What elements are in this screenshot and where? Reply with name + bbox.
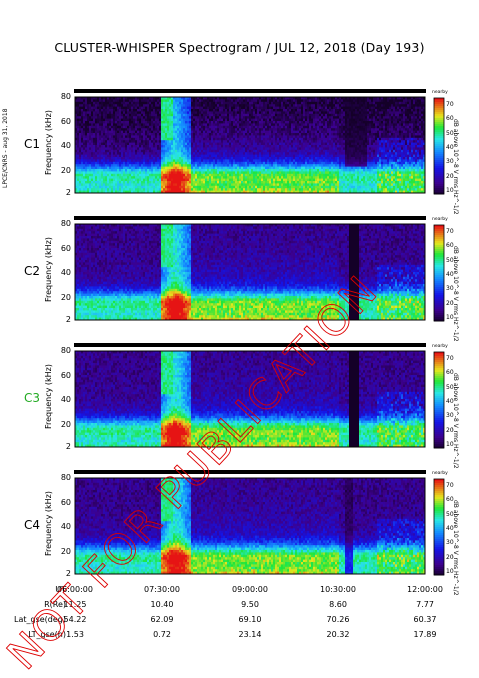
colorbar-tick-label: 20 bbox=[446, 300, 454, 307]
x-tick-label: 06:00:00 bbox=[50, 585, 100, 594]
y-tick-label: 60 bbox=[53, 498, 71, 507]
ephemeris-value: 54.22 bbox=[50, 615, 100, 624]
colorbar-tick-label: 10 bbox=[446, 187, 454, 194]
ephemeris-row-label: Lat_gse(deg) bbox=[4, 615, 66, 624]
colorbar-tick-label: 10 bbox=[446, 314, 454, 321]
side-note: LPCE/CNRS - aug 31, 2018 bbox=[2, 68, 16, 188]
y-axis-label: Frequency (kHz) bbox=[44, 110, 53, 175]
y-tick-label: 40 bbox=[53, 395, 71, 404]
colorbar-tick-label: 40 bbox=[446, 144, 454, 151]
y-tick-label: 80 bbox=[53, 346, 71, 355]
y-tick-label: 20 bbox=[53, 420, 71, 429]
y-tick-label: 80 bbox=[53, 219, 71, 228]
colorbar-tick-label: 70 bbox=[446, 482, 454, 489]
ephemeris-row-label: R(Re) bbox=[4, 600, 66, 609]
y-tick-label: 20 bbox=[53, 166, 71, 175]
colorbar bbox=[433, 97, 445, 195]
y-tick-label: 60 bbox=[53, 371, 71, 380]
ephemeris-value: 8.60 bbox=[313, 600, 363, 609]
ephemeris-value: 70.26 bbox=[313, 615, 363, 624]
colorbar-tick-label: 60 bbox=[446, 369, 454, 376]
ephemeris-row-label: LT_gse(h) bbox=[4, 630, 66, 639]
ephemeris-value: 17.89 bbox=[400, 630, 450, 639]
colorbar-tick-label: 50 bbox=[446, 384, 454, 391]
ephemeris-value: 10.40 bbox=[137, 600, 187, 609]
colorbar-label: dB above 10^-8 V_rms Hz^-1/2 bbox=[452, 246, 459, 342]
ephemeris-value: 62.09 bbox=[137, 615, 187, 624]
y-axis-label: Frequency (kHz) bbox=[44, 491, 53, 556]
y-tick-label: 2 bbox=[53, 315, 71, 324]
colorbar-header: nearby bbox=[432, 344, 448, 349]
x-tick-label: 10:30:00 bbox=[313, 585, 363, 594]
panel-label-c4: C4 bbox=[24, 518, 40, 532]
colorbar-tick-label: 60 bbox=[446, 496, 454, 503]
y-tick-label: 40 bbox=[53, 522, 71, 531]
ephemeris-value: 11.25 bbox=[50, 600, 100, 609]
colorbar-tick-label: 20 bbox=[446, 554, 454, 561]
ephemeris-value: 0.72 bbox=[137, 630, 187, 639]
spectrogram-c1 bbox=[74, 89, 426, 194]
colorbar-tick-label: 50 bbox=[446, 511, 454, 518]
x-tick-label: 09:00:00 bbox=[225, 585, 275, 594]
y-tick-label: 80 bbox=[53, 92, 71, 101]
colorbar-header: nearby bbox=[432, 471, 448, 476]
y-tick-label: 2 bbox=[53, 188, 71, 197]
colorbar-tick-label: 70 bbox=[446, 228, 454, 235]
colorbar-tick-label: 30 bbox=[446, 539, 454, 546]
colorbar-tick-label: 50 bbox=[446, 130, 454, 137]
colorbar bbox=[433, 224, 445, 322]
ephemeris-value: 1.53 bbox=[50, 630, 100, 639]
ephemeris-value: 23.14 bbox=[225, 630, 275, 639]
y-tick-label: 20 bbox=[53, 547, 71, 556]
colorbar-tick-label: 20 bbox=[446, 427, 454, 434]
colorbar-tick-label: 40 bbox=[446, 271, 454, 278]
colorbar-tick-label: 60 bbox=[446, 242, 454, 249]
page-title: CLUSTER-WHISPER Spectrogram / JUL 12, 20… bbox=[0, 40, 479, 55]
colorbar-label: dB above 10^-8 V_rms Hz^-1/2 bbox=[452, 373, 459, 469]
ephemeris-value: 7.77 bbox=[400, 600, 450, 609]
spectrogram-c2 bbox=[74, 216, 426, 321]
colorbar-label: dB above 10^-8 V_rms Hz^-1/2 bbox=[452, 119, 459, 215]
colorbar-header: nearby bbox=[432, 217, 448, 222]
ephemeris-value: 60.37 bbox=[400, 615, 450, 624]
panel-label-c2: C2 bbox=[24, 264, 40, 278]
colorbar-tick-label: 40 bbox=[446, 398, 454, 405]
y-tick-label: 40 bbox=[53, 141, 71, 150]
colorbar-tick-label: 70 bbox=[446, 101, 454, 108]
colorbar-tick-label: 30 bbox=[446, 285, 454, 292]
panel-label-c3: C3 bbox=[24, 391, 40, 405]
colorbar-tick-label: 40 bbox=[446, 525, 454, 532]
y-tick-label: 2 bbox=[53, 569, 71, 578]
y-tick-label: 20 bbox=[53, 293, 71, 302]
spectrogram-c3 bbox=[74, 343, 426, 448]
y-axis-label: Frequency (kHz) bbox=[44, 237, 53, 302]
x-tick-label: 12:00:00 bbox=[400, 585, 450, 594]
colorbar-tick-label: 30 bbox=[446, 158, 454, 165]
colorbar bbox=[433, 351, 445, 449]
y-axis-label: Frequency (kHz) bbox=[44, 364, 53, 429]
ephemeris-value: 20.32 bbox=[313, 630, 363, 639]
y-tick-label: 60 bbox=[53, 244, 71, 253]
spectrogram-c4 bbox=[74, 470, 426, 575]
ephemeris-row-label: UT bbox=[4, 585, 66, 594]
y-tick-label: 60 bbox=[53, 117, 71, 126]
colorbar-tick-label: 20 bbox=[446, 173, 454, 180]
colorbar-tick-label: 30 bbox=[446, 412, 454, 419]
colorbar-header: nearby bbox=[432, 90, 448, 95]
colorbar bbox=[433, 478, 445, 576]
colorbar-tick-label: 50 bbox=[446, 257, 454, 264]
colorbar-tick-label: 70 bbox=[446, 355, 454, 362]
colorbar-tick-label: 60 bbox=[446, 115, 454, 122]
ephemeris-value: 69.10 bbox=[225, 615, 275, 624]
y-tick-label: 2 bbox=[53, 442, 71, 451]
y-tick-label: 40 bbox=[53, 268, 71, 277]
panel-label-c1: C1 bbox=[24, 137, 40, 151]
ephemeris-value: 9.50 bbox=[225, 600, 275, 609]
y-tick-label: 80 bbox=[53, 473, 71, 482]
x-tick-label: 07:30:00 bbox=[137, 585, 187, 594]
colorbar-tick-label: 10 bbox=[446, 441, 454, 448]
colorbar-label: dB above 10^-8 V_rms Hz^-1/2 bbox=[452, 500, 459, 596]
colorbar-tick-label: 10 bbox=[446, 568, 454, 575]
